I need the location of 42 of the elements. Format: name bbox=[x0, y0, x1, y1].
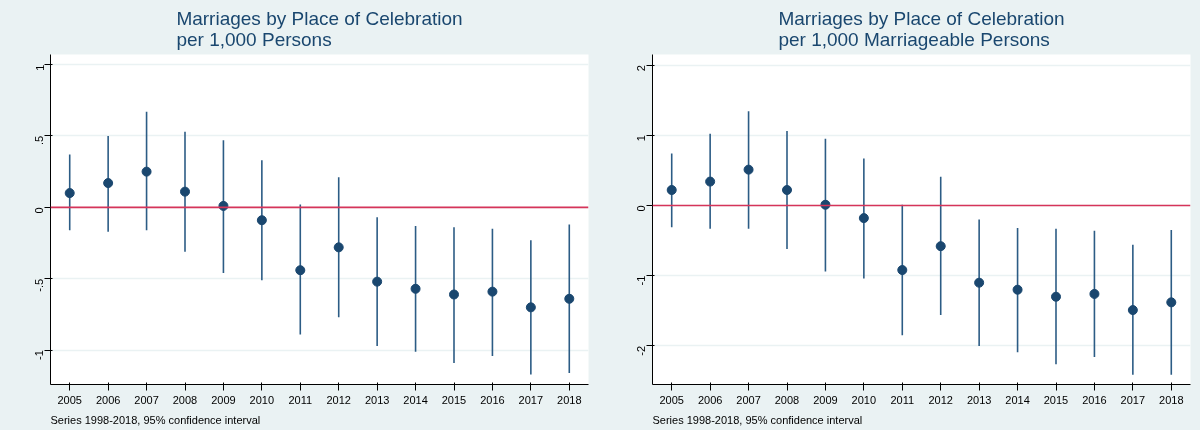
x-tick-label: 2012 bbox=[928, 393, 953, 406]
chart-title: Marriages by Place of Celebration per 1,000 Persons bbox=[176, 7, 463, 50]
x-tick-label: 2005 bbox=[659, 393, 684, 406]
y-tick-label: 0 bbox=[635, 205, 648, 212]
x-tick-label: 2015 bbox=[441, 393, 467, 406]
y-tick-label: 1 bbox=[635, 135, 648, 142]
y-tick-label: 1 bbox=[33, 64, 46, 71]
x-tick-label: 2014 bbox=[403, 393, 428, 406]
y-tick-label: .5 bbox=[33, 135, 46, 146]
x-tick-label: 2015 bbox=[1043, 393, 1069, 406]
x-tick-label: 2018 bbox=[557, 393, 582, 406]
x-tick-label: 2005 bbox=[57, 393, 82, 406]
x-tick-label: 2006 bbox=[697, 393, 723, 406]
y-tick-label: -1 bbox=[33, 350, 46, 360]
x-tick-label: 2017 bbox=[1120, 393, 1146, 406]
x-tick-label: 2011 bbox=[890, 393, 915, 406]
x-tick-label: 2013 bbox=[364, 393, 390, 406]
x-tick-label: 2008 bbox=[172, 393, 198, 406]
x-tick-label: 2007 bbox=[736, 393, 761, 406]
y-tick-label: 0 bbox=[33, 207, 46, 214]
x-tick-label: 2016 bbox=[480, 393, 505, 406]
x-tick-label: 2006 bbox=[95, 393, 121, 406]
x-tick-label: 2008 bbox=[774, 393, 800, 406]
x-tick-label: 2007 bbox=[134, 393, 159, 406]
y-tick-label: 2 bbox=[635, 65, 648, 72]
x-tick-label: 2009 bbox=[813, 393, 838, 406]
y-tick-label: -2 bbox=[635, 345, 648, 356]
x-tick-label: 2010 bbox=[249, 393, 275, 406]
x-tick-label: 2014 bbox=[1005, 393, 1030, 406]
y-tick-label: -1 bbox=[635, 275, 648, 286]
x-tick-label: 2016 bbox=[1082, 393, 1107, 406]
x-tick-label: 2018 bbox=[1159, 393, 1184, 406]
chart-title: Marriages by Place of Celebration per 1,000 Marriageable Persons bbox=[778, 7, 1065, 50]
x-tick-label: 2009 bbox=[211, 393, 236, 406]
x-tick-label: 2017 bbox=[518, 393, 544, 406]
x-tick-label: 2010 bbox=[851, 393, 877, 406]
x-tick-label: 2013 bbox=[966, 393, 992, 406]
y-tick-label: -.5 bbox=[33, 278, 46, 292]
x-tick-label: 2012 bbox=[326, 393, 351, 406]
x-tick-label: 2011 bbox=[288, 393, 313, 406]
text: Series 1998-2018, 95% confidence interval bbox=[50, 413, 261, 426]
text: Series 1998-2018, 95% confidence interval bbox=[652, 413, 863, 426]
